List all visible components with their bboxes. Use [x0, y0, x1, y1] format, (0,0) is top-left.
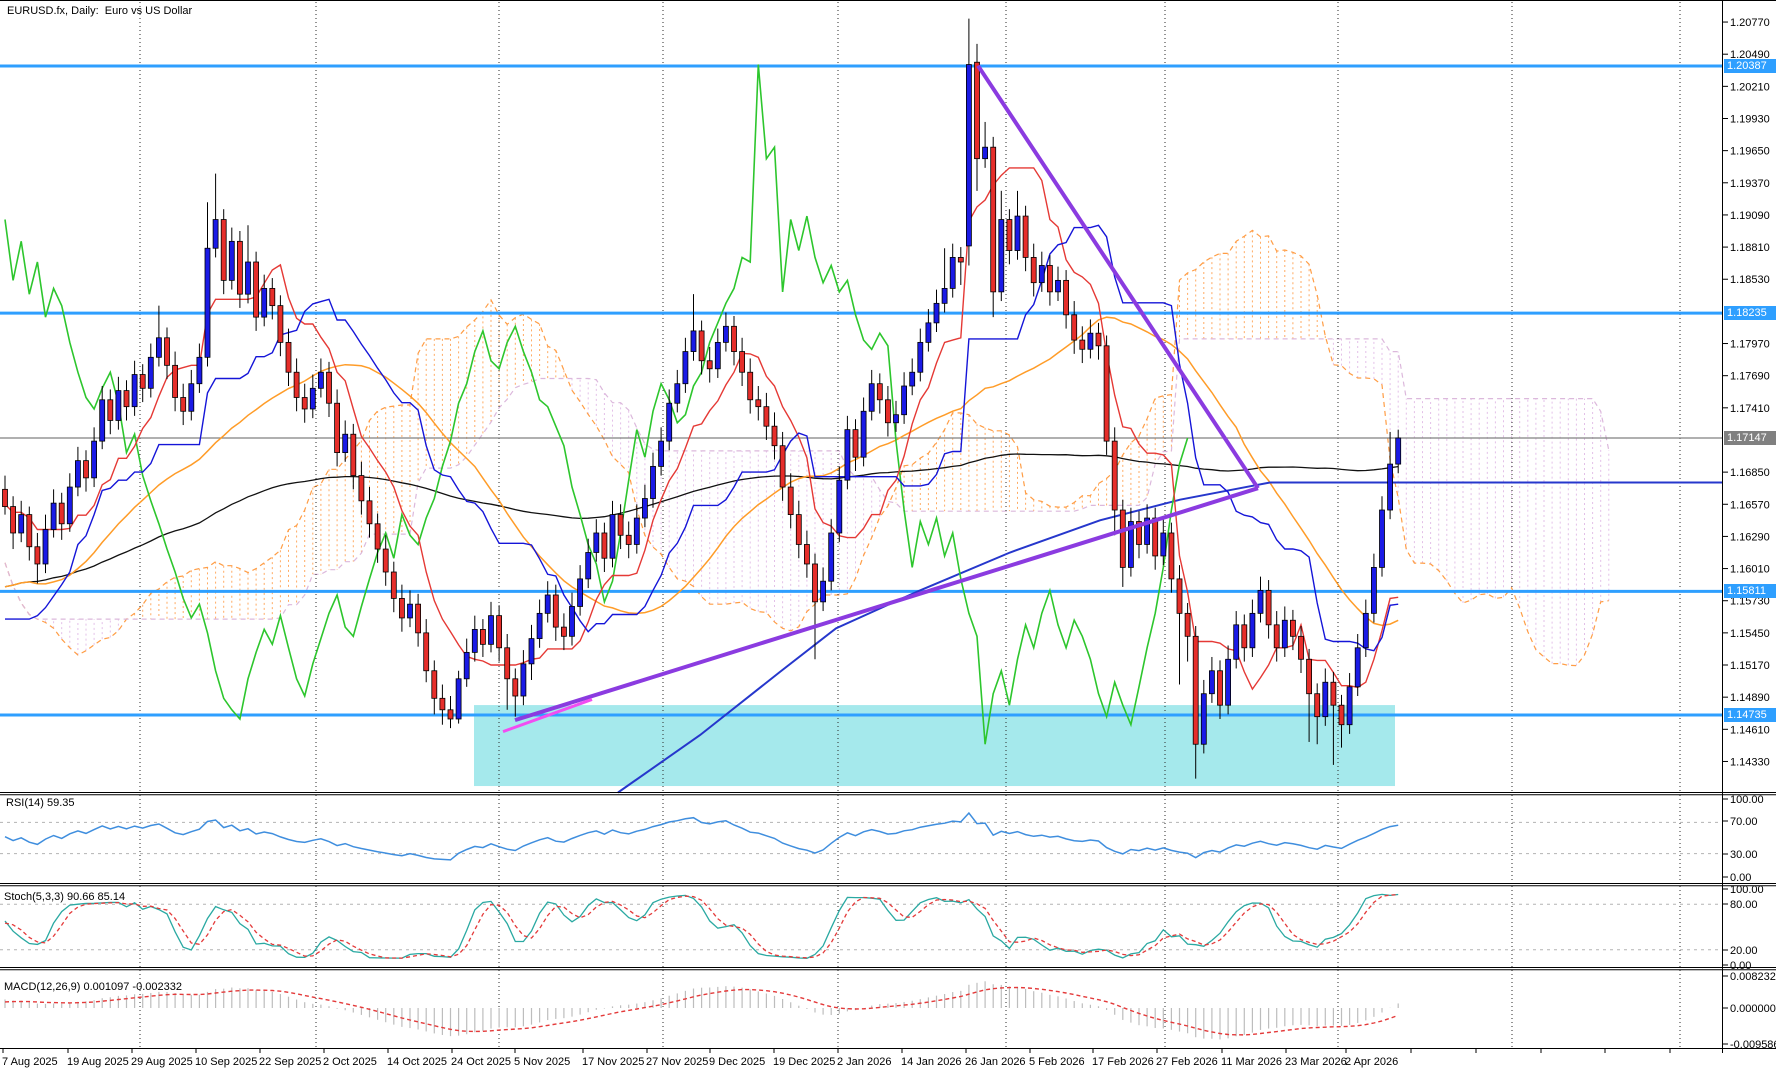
svg-text:24 Oct 2025: 24 Oct 2025: [451, 1056, 511, 1068]
svg-text:1.19370: 1.19370: [1730, 178, 1770, 190]
svg-text:19 Dec 2025: 19 Dec 2025: [773, 1056, 835, 1068]
level-price-tag: 1.14735: [1724, 708, 1776, 722]
vertical-gridlines: [139, 2, 1681, 1048]
stoch-indicator-label: Stoch(5,3,3) 90.66 85.14: [4, 891, 126, 903]
svg-text:27 Feb 2026: 27 Feb 2026: [1156, 1056, 1218, 1068]
svg-text:1.16290: 1.16290: [1730, 531, 1770, 543]
svg-text:5 Feb 2026: 5 Feb 2026: [1029, 1056, 1085, 1068]
svg-text:1.17690: 1.17690: [1730, 371, 1770, 383]
svg-text:80.00: 80.00: [1730, 899, 1758, 911]
svg-text:14 Oct 2025: 14 Oct 2025: [387, 1056, 447, 1068]
svg-text:1.19930: 1.19930: [1730, 113, 1770, 125]
level-price-tag: 1.18235: [1724, 306, 1776, 320]
svg-text:1.17410: 1.17410: [1730, 403, 1770, 415]
panel-levels: [0, 821, 1722, 951]
svg-text:1.15170: 1.15170: [1730, 660, 1770, 672]
svg-text:20.00: 20.00: [1730, 945, 1758, 957]
svg-text:1.20770: 1.20770: [1730, 17, 1770, 29]
svg-text:100.00: 100.00: [1730, 794, 1764, 806]
svg-text:17 Nov 2025: 17 Nov 2025: [582, 1056, 644, 1068]
ichimoku-lines: [4, 64, 1399, 745]
chart-title: EURUSD.fx, Daily: Euro vs US Dollar: [7, 5, 193, 17]
svg-text:70.00: 70.00: [1730, 816, 1758, 828]
svg-text:14 Jan 2026: 14 Jan 2026: [901, 1056, 962, 1068]
svg-text:1.20490: 1.20490: [1730, 49, 1770, 61]
ichimoku-cloud: [4, 229, 1610, 667]
svg-text:1.18810: 1.18810: [1730, 242, 1770, 254]
svg-text:10 Sep 2025: 10 Sep 2025: [195, 1056, 257, 1068]
svg-text:1.14890: 1.14890: [1730, 692, 1770, 704]
svg-text:0.00: 0.00: [1730, 960, 1751, 972]
macd-lines: [4, 981, 1399, 1040]
svg-text:5 Nov 2025: 5 Nov 2025: [514, 1056, 570, 1068]
svg-text:2 Oct 2025: 2 Oct 2025: [323, 1056, 377, 1068]
svg-text:7 Aug 2025: 7 Aug 2025: [2, 1056, 58, 1068]
rsi-line: [4, 811, 1399, 861]
trendlines: [502, 64, 1260, 734]
moving-averages: [4, 316, 1722, 794]
horizontal-lines: [0, 64, 1722, 717]
svg-text:22 Sep 2025: 22 Sep 2025: [259, 1056, 321, 1068]
macd-indicator-label: MACD(12,26,9) 0.001097 -0.002332: [4, 981, 182, 993]
level-price-tag: 1.20387: [1724, 59, 1776, 73]
svg-text:26 Jan 2026: 26 Jan 2026: [965, 1056, 1026, 1068]
support-zone-rectangle[interactable]: [474, 705, 1395, 787]
svg-text:100.00: 100.00: [1730, 884, 1764, 896]
svg-text:1.19650: 1.19650: [1730, 146, 1770, 158]
svg-text:1.14610: 1.14610: [1730, 724, 1770, 736]
svg-text:30.00: 30.00: [1730, 849, 1758, 861]
svg-text:27 Nov 2025: 27 Nov 2025: [646, 1056, 708, 1068]
svg-text:1.20210: 1.20210: [1730, 81, 1770, 93]
svg-text:19 Aug 2025: 19 Aug 2025: [67, 1056, 129, 1068]
candles-layer: [2, 18, 1402, 779]
svg-text:29 Aug 2025: 29 Aug 2025: [131, 1056, 193, 1068]
svg-text:1.16010: 1.16010: [1730, 564, 1770, 576]
svg-text:-0.009586: -0.009586: [1730, 1039, 1776, 1051]
svg-text:17 Feb 2026: 17 Feb 2026: [1092, 1056, 1154, 1068]
svg-text:1.17970: 1.17970: [1730, 339, 1770, 351]
level-price-tag: 1.15811: [1724, 584, 1776, 598]
rsi-indicator-label: RSI(14) 59.35: [6, 797, 75, 809]
price-axis: 1.20770 1.20490 1.20210 1.19930 1.19650 1.193…: [1722, 17, 1776, 1051]
svg-text:0.00: 0.00: [1730, 872, 1751, 884]
svg-text:0.008232: 0.008232: [1730, 971, 1776, 983]
svg-text:11 Mar 2026: 11 Mar 2026: [1221, 1056, 1282, 1068]
svg-text:1.16850: 1.16850: [1730, 467, 1770, 479]
svg-text:1.19090: 1.19090: [1730, 210, 1770, 222]
background-layer: [474, 705, 1395, 787]
svg-text:0.000000: 0.000000: [1730, 1003, 1776, 1015]
svg-text:23 Mar 2026: 23 Mar 2026: [1285, 1056, 1347, 1068]
svg-text:2 Apr 2026: 2 Apr 2026: [1345, 1056, 1398, 1068]
svg-text:1.18530: 1.18530: [1730, 274, 1770, 286]
svg-text:1.15730: 1.15730: [1730, 596, 1770, 608]
svg-text:2 Jan 2026: 2 Jan 2026: [837, 1056, 891, 1068]
time-axis: 7 Aug 2025 19 Aug 2025 29 Aug 2025 10 Sep 2…: [2, 1049, 1671, 1068]
svg-text:1.14330: 1.14330: [1730, 756, 1770, 768]
svg-text:9 Dec 2025: 9 Dec 2025: [709, 1056, 765, 1068]
svg-text:1.15450: 1.15450: [1730, 628, 1770, 640]
stoch-lines: [4, 893, 1399, 959]
svg-text:1.16570: 1.16570: [1730, 499, 1770, 511]
current-price-tag: 1.17147: [1724, 431, 1776, 445]
